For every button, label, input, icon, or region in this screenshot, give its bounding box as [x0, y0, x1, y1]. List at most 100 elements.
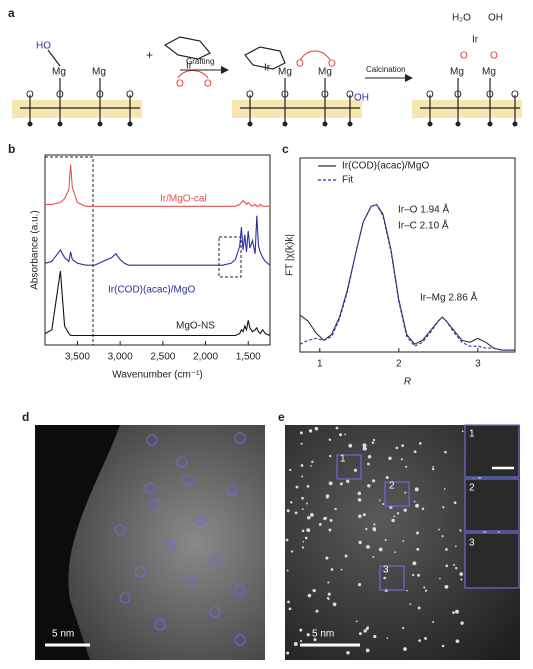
atom-dot [288, 607, 292, 611]
atom-dot [412, 573, 415, 577]
scale-bar-label: 5 nm [312, 629, 334, 640]
legend-label: Fit [342, 175, 353, 186]
atom-dot [439, 577, 441, 580]
atom-dot [460, 578, 463, 581]
inset-label: 2 [469, 483, 475, 494]
atom-dot [373, 523, 376, 526]
atom-dot [355, 620, 358, 623]
x-axis-label: R [404, 377, 411, 388]
atom-dot [395, 446, 399, 450]
atom-dot [357, 491, 362, 496]
atom-dot [285, 538, 289, 542]
legend-label: Ir(COD)(acac)/MgO [342, 161, 429, 172]
scheme-text: Mg [278, 67, 292, 78]
panel-label: d [22, 410, 29, 424]
scheme-text: O [126, 90, 134, 101]
atom-dot [417, 606, 421, 610]
atom-dot [295, 485, 299, 489]
scheme-text: O [490, 51, 498, 62]
atom-dot [313, 638, 317, 642]
scheme-text: O [486, 90, 494, 101]
series-line [44, 270, 271, 337]
x-tick-label: 3,500 [65, 352, 90, 363]
atom-dot [286, 509, 290, 513]
atom-dot [289, 468, 292, 472]
atom-dot [373, 528, 376, 532]
atom-dot [386, 637, 389, 639]
atom-dot [328, 438, 332, 441]
atom-dot [371, 441, 375, 444]
atom-dot [362, 513, 366, 517]
atom-dot [393, 515, 396, 518]
atom-dot [362, 443, 367, 448]
atom-dot [357, 583, 362, 587]
atom-dot [414, 487, 419, 492]
panel-label: e [278, 410, 285, 424]
plot-frame [299, 157, 516, 353]
atom-dot [372, 438, 376, 442]
scheme-text: O [328, 59, 336, 70]
atom-dot [372, 479, 376, 483]
atom-dot [339, 482, 343, 486]
atom-dot [406, 589, 408, 592]
x-tick-label: 1,500 [236, 352, 261, 363]
atom-dot [330, 568, 334, 571]
atom-dot [367, 455, 372, 459]
atom-dot [415, 503, 419, 508]
atom-dot [358, 632, 362, 636]
atom-dot [300, 464, 304, 467]
atom-dot [332, 602, 337, 607]
atom-dot [455, 639, 460, 644]
panel-label: c [282, 142, 289, 156]
atom-dot [418, 442, 422, 445]
scheme-text: O [204, 79, 212, 90]
atom-dot [453, 564, 455, 566]
atom-dot [353, 468, 358, 472]
atom-dot [287, 600, 290, 604]
scheme-text: + [146, 48, 153, 62]
atom-dot [312, 588, 316, 593]
atom-dot [301, 475, 304, 478]
atom-dot [308, 429, 313, 433]
scheme-text: O [460, 51, 468, 62]
scheme-text: O [511, 90, 519, 101]
atom-dot [416, 547, 420, 551]
atom-dot [344, 554, 348, 558]
atom-dot [424, 589, 428, 592]
scale-bar-label: 5 nm [52, 629, 74, 640]
atom-dot [301, 546, 305, 549]
atom-dot [299, 628, 303, 632]
y-axis-label: Absorbance (a.u.) [30, 210, 41, 290]
atom-dot [314, 426, 319, 431]
atom-dot [311, 460, 314, 464]
atom-dot [329, 519, 333, 522]
atom-dot [438, 528, 440, 531]
plot-frame [44, 154, 271, 346]
region-label: 1 [340, 454, 346, 465]
atom-dot [307, 593, 312, 598]
atom-dot [383, 576, 386, 580]
atom-dot [460, 621, 464, 625]
atom-dot [385, 476, 389, 480]
atom-dot [442, 506, 445, 509]
atom-dot [299, 431, 303, 435]
atom-dot [431, 467, 435, 471]
x-tick-label: 2 [396, 359, 402, 370]
scheme-text: O [176, 79, 184, 90]
atom-dot [327, 592, 331, 596]
scheme-text: OH [354, 93, 369, 104]
atom-dot [325, 516, 328, 519]
atom-dot [304, 536, 308, 540]
atom-dot [418, 639, 422, 642]
atom-dot [302, 540, 305, 543]
atom-dot [357, 498, 362, 502]
atom-dot [413, 450, 417, 454]
atom-dot [309, 512, 314, 517]
region-label: 2 [389, 481, 395, 492]
atom-dot [444, 450, 447, 454]
atom-dot [338, 433, 343, 437]
scheme-text: Grafting [186, 57, 214, 66]
atom-dot [305, 502, 308, 505]
atom-dot [362, 446, 367, 451]
atom-dot [412, 561, 417, 566]
